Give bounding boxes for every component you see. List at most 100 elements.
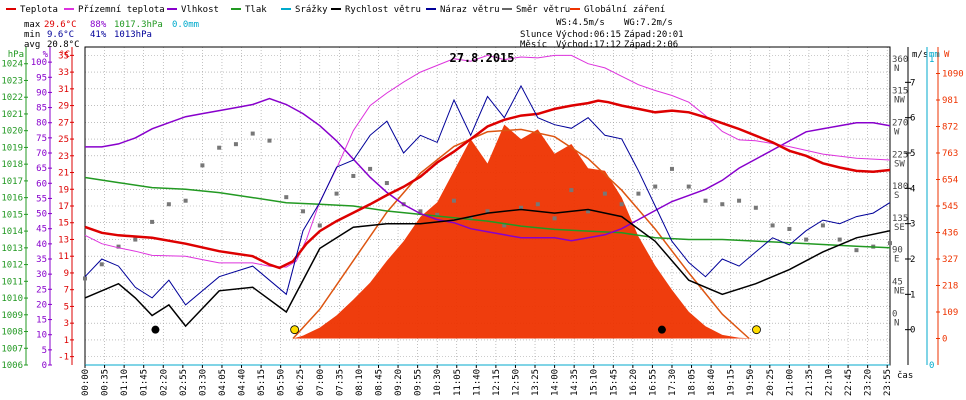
temperature-line — [84, 99, 891, 270]
x-tick-label: 07:00 — [316, 369, 326, 396]
humidity-tick-label: 80 — [36, 119, 47, 129]
pressure-tick-label: 1014 — [1, 227, 23, 237]
legend-label: Směr větru — [516, 5, 570, 15]
stats-min-label: min — [24, 30, 40, 40]
x-tick-label: 15:45 — [609, 369, 619, 396]
wind-direction-point — [83, 276, 87, 281]
humidity-tick-label: 25 — [36, 285, 47, 295]
radiation-tick-label: 1090 — [942, 70, 964, 80]
sun-rise: Východ:06:15 — [556, 30, 621, 40]
temperature-tick-label: 29 — [58, 102, 69, 112]
x-tick-label: 00:35 — [101, 369, 111, 396]
pressure-tick-label: 1021 — [1, 110, 23, 120]
direction-tick-label: 225 — [892, 150, 908, 160]
stats-avg-temp: 20.8°C — [47, 40, 80, 50]
wind-direction-point — [435, 212, 440, 217]
pressure-tick-label: 1012 — [1, 261, 23, 271]
temperature-tick-label: 25 — [58, 135, 69, 145]
pressure-axis-unit: hPa — [8, 50, 24, 60]
rain-tick-label: 1 — [929, 55, 934, 65]
legend-swatch — [231, 8, 241, 10]
wind-direction-point — [166, 202, 171, 207]
x-tick-label: 18:05 — [688, 369, 698, 396]
wind-direction-point — [854, 248, 859, 253]
x-tick-label: 07:35 — [335, 369, 345, 396]
wind-direction-point — [418, 209, 423, 214]
temperature-tick-label: 27 — [58, 118, 69, 128]
direction-tick-label: 315 — [892, 87, 908, 97]
wind-direction-point — [250, 131, 255, 136]
temperature-tick-label: 19 — [58, 185, 69, 195]
radiation-tick-label: 872 — [942, 123, 958, 133]
x-tick-label: 17:30 — [668, 369, 678, 396]
x-tick-label: 16:20 — [629, 369, 639, 396]
moon-marker — [151, 325, 160, 334]
x-tick-label: 09:20 — [394, 369, 404, 396]
temperature-tick-label: 5 — [64, 302, 69, 312]
legend-label: Tlak — [245, 5, 267, 15]
x-tick-label: 08:45 — [375, 369, 385, 396]
wind-speed-line — [84, 208, 891, 328]
sun-set: Západ:20:01 — [624, 30, 684, 40]
legend-label: Náraz větru — [440, 5, 500, 15]
wind-direction-point — [133, 237, 138, 242]
pressure-tick-label: 1019 — [1, 143, 23, 153]
wind-direction-point — [150, 219, 155, 224]
humidity-tick-label: 30 — [36, 270, 47, 280]
direction-compass-label: NW — [894, 96, 905, 106]
wind-direction-point — [619, 202, 624, 207]
humidity-tick-label: 65 — [36, 164, 47, 174]
direction-tick-label: 0 — [892, 309, 897, 319]
wind-direction-point — [351, 173, 356, 178]
radiation-tick-label: 218 — [942, 282, 958, 292]
stats-max-temp: 29.6°C — [44, 20, 77, 30]
wind-tick-label: 1 — [910, 290, 915, 300]
radiation-tick-label: 436 — [942, 229, 958, 239]
x-tick-label: 08:10 — [355, 369, 365, 396]
rain-axis-unit: mm — [929, 50, 940, 60]
wind-gust-line — [84, 84, 891, 306]
radiation-tick-label: 981 — [942, 96, 958, 106]
sun-marker — [290, 325, 300, 335]
direction-compass-label: SE — [894, 223, 905, 233]
ground-temperature-line — [84, 54, 891, 268]
humidity-axis-unit: % — [43, 50, 49, 60]
x-tick-label: 12:15 — [492, 369, 502, 396]
wind-direction-point — [368, 166, 373, 171]
x-tick-label: 05:50 — [277, 369, 287, 396]
pressure-tick-label: 1023 — [1, 76, 23, 86]
wind-direction-point — [99, 262, 104, 267]
radiation-tick-label: 109 — [942, 308, 958, 318]
temperature-tick-label: 1 — [64, 336, 69, 346]
x-tick-label: 11:40 — [472, 369, 482, 396]
humidity-tick-label: 35 — [36, 255, 47, 265]
temperature-tick-label: 21 — [58, 169, 69, 179]
pressure-tick-label: 1024 — [1, 60, 23, 70]
wind-direction-point — [888, 241, 892, 246]
humidity-tick-label: 20 — [36, 300, 47, 310]
wind-direction-point — [200, 163, 205, 168]
wind-direction-point — [468, 216, 473, 221]
radiation-tick-label: 327 — [942, 255, 958, 265]
x-tick-label: 11:05 — [453, 369, 463, 396]
direction-compass-label: S — [894, 191, 899, 201]
pressure-tick-label: 1020 — [1, 127, 23, 137]
wind-direction-point — [334, 191, 339, 196]
direction-compass-label: W — [894, 128, 900, 138]
temperature-axis-unit: °C — [59, 50, 70, 60]
temperature-tick-label: -1 — [58, 353, 69, 363]
x-tick-label: 20:25 — [766, 369, 776, 396]
wind-tick-label: 2 — [910, 255, 915, 265]
legend-swatch — [6, 8, 16, 10]
x-tick-label: 14:35 — [570, 369, 580, 396]
x-axis: 00:00 00:35 01:10 01:45 02:20 02:55 03:30 04:05… — [81, 365, 913, 396]
stats-min-hum: 41% — [90, 30, 107, 40]
wind-direction-point — [502, 223, 507, 228]
x-tick-label: 18:40 — [707, 369, 717, 396]
humidity-tick-label: 60 — [36, 179, 47, 189]
x-tick-label: 21:00 — [785, 369, 795, 396]
wind-direction-point — [753, 205, 758, 210]
wind-direction-point — [116, 244, 121, 249]
pressure-tick-label: 1011 — [1, 277, 23, 287]
wind-direction-point — [586, 209, 591, 214]
